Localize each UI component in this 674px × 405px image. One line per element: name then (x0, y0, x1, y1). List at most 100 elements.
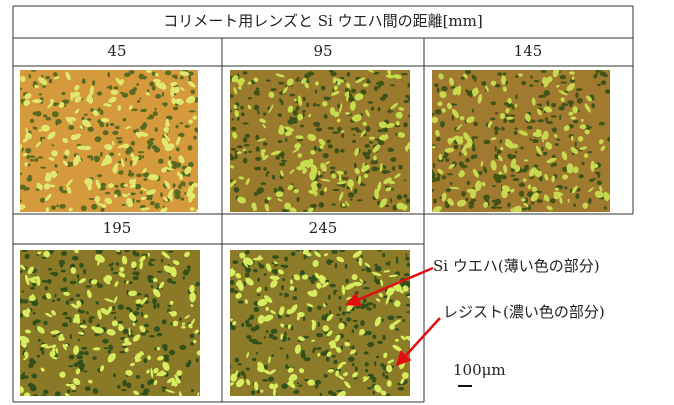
spot (377, 249, 382, 251)
spot (266, 79, 270, 81)
spot (304, 357, 311, 361)
spot (263, 142, 267, 146)
spot (599, 122, 605, 126)
spot (139, 97, 141, 99)
spot (534, 80, 540, 82)
spot (66, 300, 70, 305)
spot (29, 74, 31, 79)
spot (39, 347, 44, 351)
spot (363, 298, 366, 303)
spot (129, 170, 132, 176)
spot (374, 86, 378, 91)
spot (25, 148, 31, 153)
spot (143, 358, 147, 363)
spot (382, 170, 388, 174)
spot (347, 72, 351, 77)
spot (402, 319, 405, 322)
spot (131, 109, 138, 112)
spot (35, 127, 37, 130)
spot (95, 196, 101, 203)
spot (538, 95, 544, 98)
spot (143, 173, 148, 175)
micrograph (16, 67, 201, 216)
spot (472, 108, 474, 112)
spot (32, 99, 43, 103)
spot (364, 351, 369, 354)
spot (366, 126, 371, 132)
spot (404, 179, 406, 181)
spot (173, 107, 178, 111)
spot (179, 122, 183, 124)
spot (142, 155, 144, 158)
spot (254, 90, 260, 96)
spot (436, 137, 440, 141)
spot (361, 255, 364, 258)
spot (51, 205, 56, 210)
spot (72, 256, 79, 261)
spot (293, 110, 298, 115)
spot (331, 392, 336, 397)
spot (337, 104, 340, 109)
spot (107, 72, 110, 78)
spot (119, 351, 125, 353)
spot (515, 94, 517, 99)
spot (348, 357, 355, 362)
spot (124, 248, 130, 252)
spot (37, 355, 40, 358)
spot (403, 100, 409, 103)
spot (188, 145, 193, 150)
spot (89, 198, 95, 200)
spot (148, 277, 152, 280)
spot (263, 112, 266, 116)
spot (77, 274, 80, 279)
spot (355, 366, 358, 371)
spot (143, 178, 146, 181)
spot (138, 151, 145, 153)
spot (355, 306, 362, 309)
spot (284, 256, 288, 261)
spot (76, 355, 83, 359)
spot (231, 118, 234, 121)
spot (338, 296, 341, 300)
spot (41, 137, 46, 139)
spot (340, 149, 345, 153)
spot (401, 73, 408, 75)
spot (355, 352, 357, 355)
spot (407, 83, 410, 88)
spot (465, 69, 471, 74)
spot (350, 198, 353, 200)
spot (230, 280, 235, 285)
spot (34, 158, 38, 162)
annotation-resist: レジスト(濃い色の部分) (443, 303, 605, 321)
spot (64, 287, 67, 293)
spot (161, 103, 168, 105)
spot (243, 137, 248, 142)
spot (191, 90, 196, 95)
spot (112, 306, 114, 311)
spot (147, 146, 150, 150)
spot (352, 329, 354, 333)
spot (278, 113, 282, 117)
spot (367, 342, 374, 347)
spot (591, 103, 595, 108)
spot (332, 355, 336, 358)
spot (398, 165, 402, 170)
spot (257, 187, 264, 193)
spot (87, 118, 91, 121)
spot (149, 114, 154, 119)
spot (135, 271, 139, 276)
spot (55, 391, 61, 396)
spot (285, 138, 287, 142)
spot (546, 100, 549, 106)
spot (240, 106, 244, 110)
spot (281, 383, 288, 388)
spot (93, 388, 99, 394)
spot (388, 261, 390, 267)
spot (266, 171, 270, 174)
spot (257, 294, 261, 296)
spot (502, 175, 507, 179)
spot (246, 335, 251, 339)
spot (472, 136, 478, 139)
spot (369, 141, 374, 143)
spot (82, 78, 86, 84)
